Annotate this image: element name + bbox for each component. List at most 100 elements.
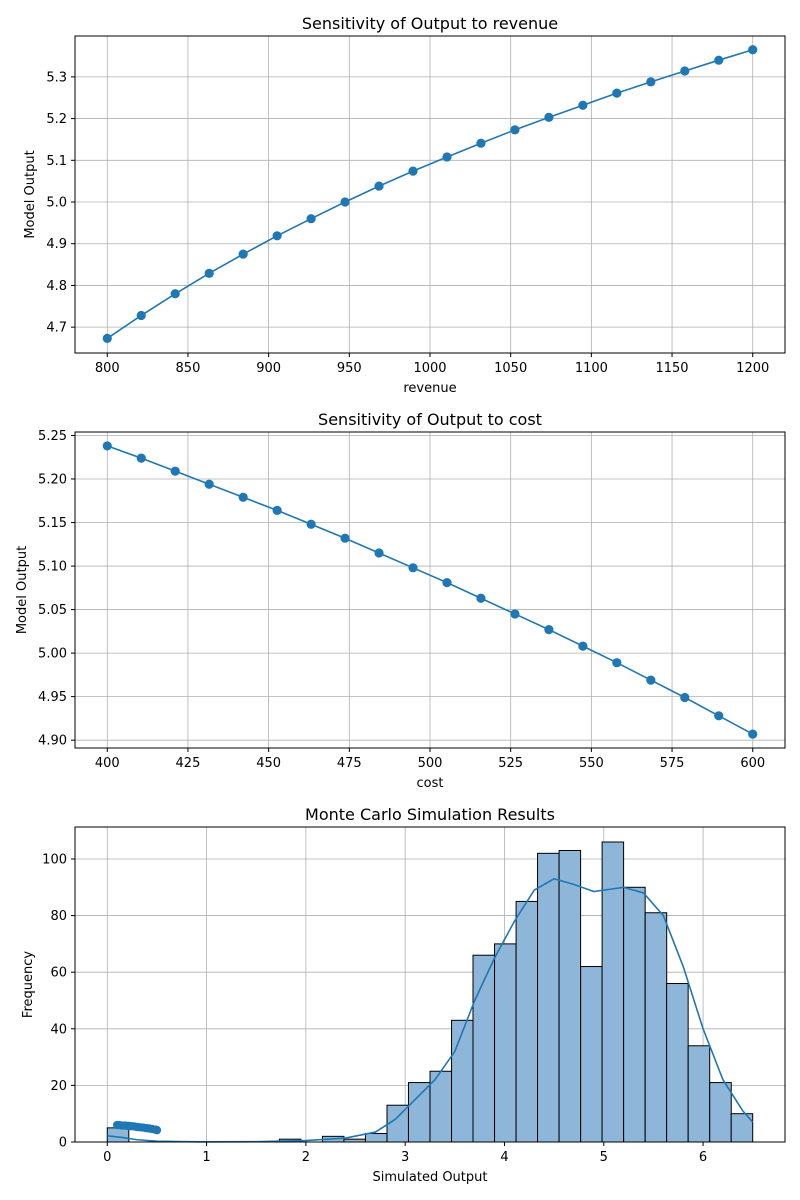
data-point bbox=[510, 125, 520, 135]
x-tick-label: 800 bbox=[95, 361, 120, 376]
data-point bbox=[612, 658, 622, 668]
histogram-bar bbox=[623, 886, 646, 1143]
histogram-bar bbox=[644, 912, 668, 1143]
y-tick-label: 5.2 bbox=[46, 112, 67, 127]
x-tick-label: 525 bbox=[498, 756, 523, 771]
data-point bbox=[476, 593, 486, 603]
data-point bbox=[204, 268, 214, 278]
data-point bbox=[748, 45, 758, 55]
data-point bbox=[102, 333, 112, 344]
y-axis-label: Model Output bbox=[23, 150, 38, 238]
x-tick-label: 550 bbox=[579, 756, 604, 771]
cluster-point bbox=[152, 1125, 162, 1135]
histogram-bar bbox=[106, 1127, 130, 1143]
y-tick-label: 40 bbox=[50, 1022, 67, 1037]
data-point bbox=[748, 729, 758, 739]
x-tick-label: 1000 bbox=[413, 361, 446, 376]
histogram-bar bbox=[580, 966, 603, 1143]
data-point bbox=[374, 548, 384, 558]
chart-title: Sensitivity of Output to cost bbox=[318, 410, 542, 429]
histogram-bar bbox=[472, 954, 496, 1143]
x-tick-label: 575 bbox=[660, 756, 685, 771]
y-tick-label: 5.00 bbox=[38, 647, 67, 662]
y-tick-label: 5.3 bbox=[46, 70, 67, 85]
data-point bbox=[272, 505, 282, 515]
histogram-bar bbox=[687, 1045, 711, 1143]
data-point bbox=[578, 100, 588, 110]
chart-title: Monte Carlo Simulation Results bbox=[305, 805, 555, 824]
y-tick-label: 5.05 bbox=[38, 603, 67, 618]
x-axis-label: revenue bbox=[403, 381, 456, 396]
data-point bbox=[306, 519, 316, 529]
data-point bbox=[544, 112, 554, 122]
x-tick-label: 0 bbox=[103, 1150, 111, 1165]
data-point bbox=[442, 152, 452, 162]
histogram-bar bbox=[537, 852, 560, 1143]
histogram-bar bbox=[709, 1082, 732, 1143]
y-axis-label: Model Output bbox=[15, 546, 30, 634]
data-point bbox=[442, 578, 452, 588]
data-point bbox=[510, 609, 520, 619]
y-tick-label: 0 bbox=[59, 1136, 67, 1151]
y-tick-label: 4.95 bbox=[38, 690, 67, 705]
x-tick-label: 900 bbox=[256, 361, 281, 376]
x-tick-label: 1200 bbox=[736, 361, 769, 376]
data-point bbox=[136, 310, 146, 321]
y-tick-label: 5.0 bbox=[46, 196, 67, 211]
x-tick-label: 850 bbox=[176, 361, 201, 376]
data-point bbox=[714, 711, 724, 721]
y-tick-label: 20 bbox=[50, 1079, 67, 1094]
x-tick-label: 500 bbox=[418, 756, 443, 771]
x-tick-label: 400 bbox=[95, 756, 120, 771]
x-tick-label: 1100 bbox=[575, 361, 608, 376]
x-tick-label: 1050 bbox=[494, 361, 527, 376]
grid bbox=[75, 432, 785, 748]
y-tick-label: 5.20 bbox=[38, 473, 67, 488]
data-point bbox=[646, 77, 656, 87]
y-tick-label: 4.9 bbox=[46, 237, 67, 252]
y-tick-label: 80 bbox=[50, 909, 67, 924]
y-axis-label: Frequency bbox=[21, 951, 36, 1018]
data-point bbox=[136, 453, 146, 463]
data-point bbox=[374, 181, 384, 191]
data-point bbox=[238, 249, 248, 259]
data-point bbox=[340, 533, 350, 543]
y-tick-label: 60 bbox=[50, 966, 67, 981]
x-tick-label: 6 bbox=[699, 1150, 707, 1165]
data-point bbox=[714, 55, 724, 65]
series-line bbox=[106, 445, 754, 735]
data-point bbox=[306, 214, 316, 224]
histogram-bar bbox=[494, 943, 517, 1143]
chart-title: Sensitivity of Output to revenue bbox=[302, 14, 558, 33]
histogram-bar bbox=[666, 983, 689, 1143]
data-point bbox=[646, 675, 656, 685]
data-point bbox=[612, 88, 622, 98]
data-point bbox=[408, 563, 418, 573]
data-point bbox=[476, 138, 486, 148]
y-tick-label: 5.10 bbox=[38, 560, 67, 575]
histogram-bar bbox=[451, 1019, 474, 1143]
data-point bbox=[340, 197, 350, 207]
x-tick-label: 2 bbox=[302, 1150, 310, 1165]
data-point bbox=[170, 289, 180, 299]
data-point bbox=[680, 692, 690, 703]
x-axis-label: cost bbox=[417, 776, 444, 791]
y-tick-label: 4.8 bbox=[46, 279, 67, 294]
x-tick-label: 425 bbox=[176, 756, 201, 771]
x-tick-label: 1150 bbox=[655, 361, 688, 376]
histogram-bar bbox=[515, 900, 539, 1143]
y-tick-label: 100 bbox=[42, 852, 67, 867]
x-tick-label: 600 bbox=[740, 756, 765, 771]
x-tick-label: 5 bbox=[600, 1150, 608, 1165]
data-point bbox=[680, 66, 690, 76]
x-tick-label: 1 bbox=[202, 1150, 210, 1165]
data-point bbox=[170, 466, 180, 476]
histogram-bar bbox=[407, 1082, 431, 1143]
axes-frame bbox=[74, 826, 786, 1143]
y-tick-label: 5.25 bbox=[38, 429, 67, 444]
x-axis-label: Simulated Output bbox=[373, 1170, 488, 1185]
data-point bbox=[578, 641, 588, 651]
x-tick-label: 3 bbox=[401, 1150, 409, 1165]
x-tick-label: 450 bbox=[256, 756, 281, 771]
